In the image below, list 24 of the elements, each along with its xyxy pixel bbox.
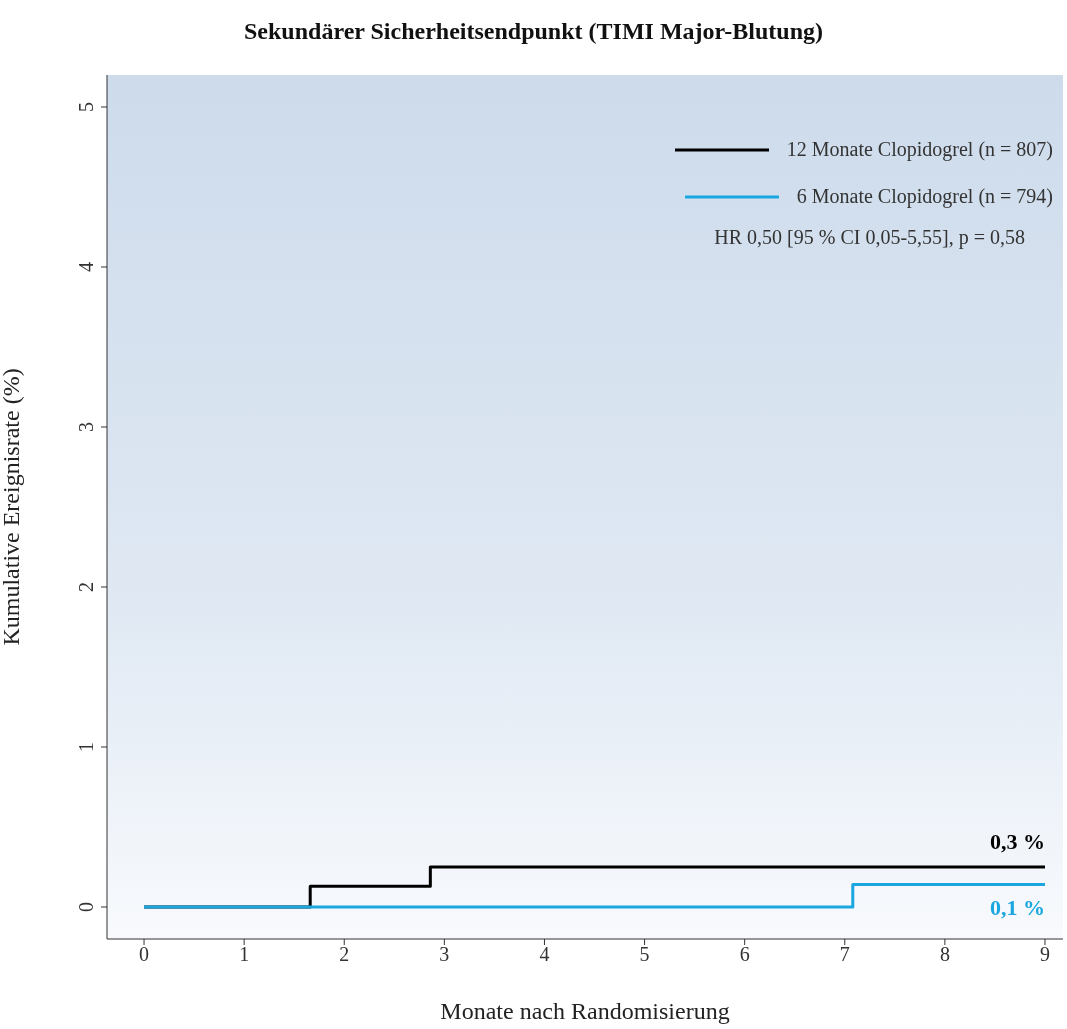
x-tick-label: 2 bbox=[339, 943, 350, 966]
y-axis-title: Kumulative Ereignisrate (%) bbox=[0, 368, 24, 646]
x-tick-label: 7 bbox=[839, 943, 850, 966]
x-tick-label: 4 bbox=[539, 943, 550, 966]
x-tick-label: 6 bbox=[739, 943, 750, 966]
x-axis-title: Monate nach Randomisierung bbox=[440, 998, 730, 1024]
legend-label: 12 Monate Clopidogrel (n = 807) bbox=[786, 138, 1053, 161]
y-tick-label: 1 bbox=[75, 742, 97, 752]
legend-label: 6 Monate Clopidogrel (n = 794) bbox=[796, 185, 1053, 208]
x-tick-label: 0 bbox=[139, 943, 150, 966]
x-tick-label: 5 bbox=[639, 943, 650, 966]
x-tick-label: 8 bbox=[939, 943, 950, 966]
y-tick-label: 0 bbox=[75, 902, 97, 912]
y-tick-label: 3 bbox=[75, 422, 97, 432]
y-tick-label: 4 bbox=[75, 262, 97, 272]
x-tick-label: 1 bbox=[239, 943, 250, 966]
y-tick-label: 2 bbox=[75, 582, 97, 592]
y-tick-label: 5 bbox=[75, 102, 97, 112]
x-tick-label: 3 bbox=[439, 943, 450, 966]
data-label: 0,3 % bbox=[989, 829, 1045, 854]
chart-title: Sekundärer Sicherheitsendpunkt (TIMI Major-Blutung) bbox=[243, 18, 824, 45]
annotation: HR 0,50 [95 % CI 0,05-5,55], p = 0,58 bbox=[713, 226, 1025, 249]
data-label: 0,1 % bbox=[989, 894, 1045, 920]
x-tick-label: 9 bbox=[1039, 943, 1050, 966]
